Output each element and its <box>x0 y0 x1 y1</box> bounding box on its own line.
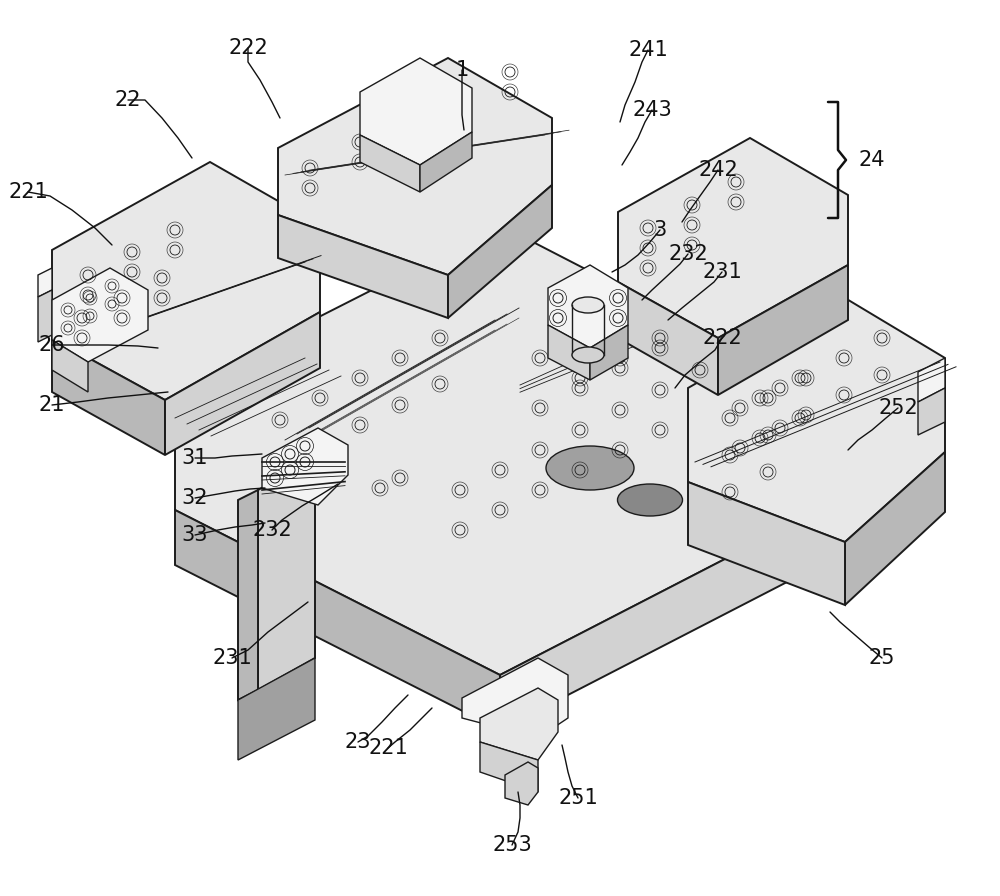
Polygon shape <box>52 162 320 400</box>
Polygon shape <box>262 428 348 505</box>
Text: 24: 24 <box>858 150 885 170</box>
Text: 243: 243 <box>632 100 672 120</box>
Polygon shape <box>258 458 315 690</box>
Ellipse shape <box>572 347 604 363</box>
Polygon shape <box>590 325 628 380</box>
Polygon shape <box>462 658 568 738</box>
Polygon shape <box>618 138 848 338</box>
Text: 31: 31 <box>182 448 208 468</box>
Polygon shape <box>548 265 628 348</box>
Text: 221: 221 <box>368 738 408 758</box>
Ellipse shape <box>618 484 682 516</box>
Polygon shape <box>360 135 420 192</box>
Text: 221: 221 <box>8 182 48 202</box>
Text: 231: 231 <box>212 648 252 668</box>
Polygon shape <box>480 742 538 792</box>
Polygon shape <box>505 762 538 805</box>
Text: 232: 232 <box>668 244 708 264</box>
Text: 222: 222 <box>228 38 268 58</box>
Text: 1: 1 <box>455 60 469 80</box>
Polygon shape <box>165 312 320 455</box>
Polygon shape <box>500 510 820 730</box>
Text: 253: 253 <box>492 835 532 855</box>
Polygon shape <box>278 215 448 318</box>
Polygon shape <box>918 388 945 435</box>
Text: 25: 25 <box>869 648 895 668</box>
Polygon shape <box>918 358 945 402</box>
Text: 251: 251 <box>558 788 598 808</box>
Polygon shape <box>238 490 258 700</box>
Text: 3: 3 <box>653 220 667 240</box>
Polygon shape <box>52 268 148 362</box>
Text: 231: 231 <box>702 262 742 282</box>
Polygon shape <box>548 325 590 380</box>
Polygon shape <box>480 688 558 760</box>
Polygon shape <box>278 58 552 275</box>
Polygon shape <box>52 340 88 392</box>
Polygon shape <box>52 338 165 455</box>
Text: 23: 23 <box>345 732 371 752</box>
Text: 33: 33 <box>182 525 208 545</box>
Text: 252: 252 <box>878 398 918 418</box>
Polygon shape <box>618 282 718 395</box>
Ellipse shape <box>546 446 634 490</box>
Polygon shape <box>688 482 845 605</box>
Polygon shape <box>38 290 52 342</box>
Polygon shape <box>38 268 52 297</box>
Text: 241: 241 <box>628 40 668 60</box>
Polygon shape <box>238 658 315 760</box>
Text: 222: 222 <box>702 328 742 348</box>
Polygon shape <box>448 185 552 318</box>
Polygon shape <box>360 58 472 165</box>
Polygon shape <box>175 510 500 730</box>
Polygon shape <box>420 132 472 192</box>
Polygon shape <box>845 452 945 605</box>
Ellipse shape <box>572 297 604 313</box>
Text: 232: 232 <box>252 520 292 540</box>
Text: 21: 21 <box>39 395 65 415</box>
Polygon shape <box>688 298 945 542</box>
Text: 242: 242 <box>698 160 738 180</box>
Polygon shape <box>718 265 848 395</box>
Text: 22: 22 <box>115 90 141 110</box>
Polygon shape <box>175 225 820 675</box>
Text: 26: 26 <box>39 335 65 355</box>
Text: 32: 32 <box>182 488 208 508</box>
